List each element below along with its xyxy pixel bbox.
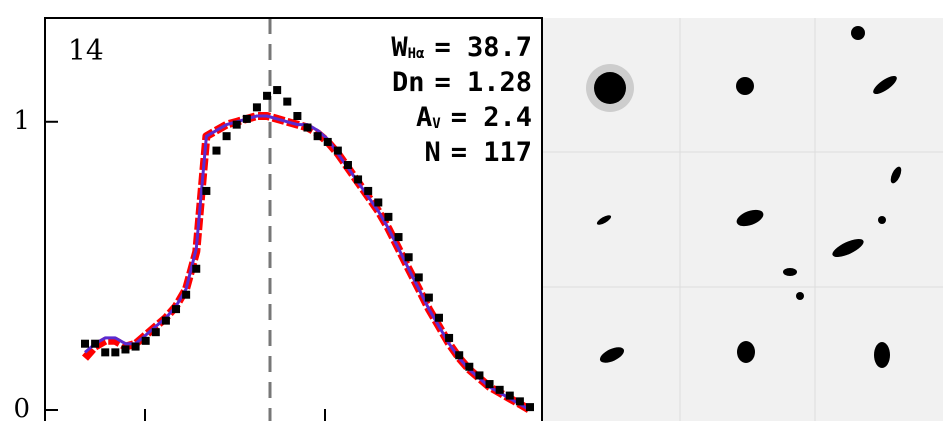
annotation-value: = 1.28 bbox=[434, 67, 532, 98]
galaxy bbox=[796, 292, 804, 300]
data-point bbox=[202, 186, 211, 195]
plot-frame bbox=[44, 17, 543, 421]
data-point bbox=[343, 161, 352, 169]
galaxy bbox=[737, 341, 755, 363]
annotation-symbol: N bbox=[424, 137, 440, 168]
galaxy bbox=[783, 268, 797, 276]
data-point bbox=[212, 146, 221, 155]
y-tick-label: 0 bbox=[13, 394, 30, 421]
galaxy bbox=[736, 209, 764, 227]
data-point bbox=[242, 114, 251, 123]
galaxy bbox=[594, 72, 626, 104]
data-point bbox=[252, 103, 261, 112]
annotation: Dn = 1.28 bbox=[392, 67, 532, 98]
data-point bbox=[313, 132, 322, 141]
panel-label: 14 bbox=[68, 34, 104, 67]
plot bbox=[81, 86, 534, 414]
data-point bbox=[434, 313, 443, 322]
annotation: AV = 2.4 bbox=[416, 102, 532, 133]
annotation-symbol: Dn bbox=[392, 67, 425, 98]
data-point bbox=[465, 362, 474, 371]
data-point bbox=[303, 123, 312, 132]
annotation-symbol: W bbox=[391, 32, 408, 63]
data-point bbox=[81, 339, 89, 348]
data-point bbox=[495, 385, 504, 394]
data-point bbox=[263, 91, 272, 100]
galaxy bbox=[596, 215, 612, 225]
data-point bbox=[364, 186, 373, 195]
annotation: WHα = 38.7 bbox=[391, 32, 532, 63]
annotation-subscript: V bbox=[432, 116, 441, 132]
data-point bbox=[172, 305, 181, 314]
data-point bbox=[404, 253, 413, 262]
annotation-value: = 38.7 bbox=[434, 32, 532, 63]
data-point bbox=[293, 112, 302, 120]
data-point bbox=[374, 198, 383, 207]
y-tick-label: 1 bbox=[13, 106, 30, 136]
data-point bbox=[414, 273, 423, 282]
data-point bbox=[283, 97, 292, 106]
data-point bbox=[91, 339, 100, 348]
data-point bbox=[273, 86, 282, 95]
galaxy-halo bbox=[586, 64, 634, 112]
data-point bbox=[141, 336, 150, 345]
data-point bbox=[182, 290, 191, 299]
data-point bbox=[333, 146, 342, 155]
galaxy bbox=[878, 216, 886, 224]
galaxy bbox=[890, 166, 902, 184]
annotation-value: = 117 bbox=[451, 137, 532, 168]
galaxy bbox=[832, 238, 864, 258]
data-point bbox=[526, 403, 534, 412]
data-point bbox=[445, 333, 454, 342]
annotation-symbol: A bbox=[416, 102, 432, 133]
galaxy bbox=[851, 26, 865, 40]
data-point bbox=[101, 348, 110, 357]
data-point bbox=[151, 328, 160, 337]
data-point bbox=[192, 264, 201, 273]
data-point bbox=[354, 175, 363, 184]
data-point bbox=[232, 120, 241, 129]
galaxy bbox=[736, 77, 754, 95]
galaxy bbox=[599, 347, 625, 363]
data-point bbox=[121, 345, 130, 354]
data-point bbox=[505, 391, 514, 400]
data-point bbox=[131, 342, 140, 351]
galaxy bbox=[873, 75, 897, 95]
data-point bbox=[394, 233, 403, 242]
data-point bbox=[475, 371, 484, 380]
galaxy-images bbox=[543, 18, 943, 421]
data-point bbox=[485, 380, 494, 389]
data-point bbox=[111, 348, 120, 357]
data-point bbox=[424, 293, 433, 302]
annotation-value: = 2.4 bbox=[451, 102, 532, 133]
data-point bbox=[384, 212, 393, 221]
data-point bbox=[323, 137, 332, 146]
data-point bbox=[515, 397, 524, 406]
data-point bbox=[161, 316, 170, 325]
data-point bbox=[455, 351, 464, 360]
annotation: N = 117 bbox=[424, 137, 532, 168]
galaxy bbox=[874, 342, 890, 368]
data-point bbox=[222, 132, 231, 141]
annotation-subscript: Hα bbox=[408, 46, 425, 62]
